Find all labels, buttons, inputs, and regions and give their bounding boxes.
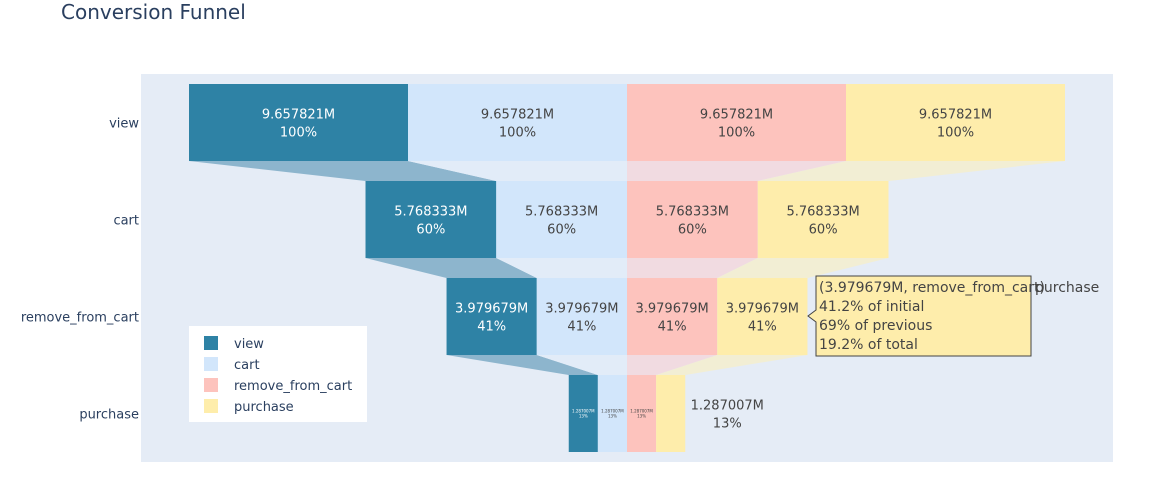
label-value-remove_from_cart-cart: 5.768333M xyxy=(656,205,729,220)
label-percent-purchase-cart: 60% xyxy=(809,223,838,238)
label-value-purchase-remove_from_cart: 3.979679M xyxy=(726,302,799,317)
bar-cart-remove_from_cart[interactable] xyxy=(536,278,627,355)
bar-purchase-purchase[interactable] xyxy=(656,375,686,452)
legend: view cart remove_from_cart purchase xyxy=(189,326,367,422)
bar-view-cart[interactable] xyxy=(365,181,497,258)
connector-remove_from_cart-cart-to-remove_from_cart xyxy=(627,258,758,278)
label-percent-view-purchase: 13% xyxy=(579,414,588,419)
connector-cart-cart-to-remove_from_cart xyxy=(496,258,627,278)
label-percent-remove_from_cart-purchase: 13% xyxy=(637,414,646,419)
label-percent-remove_from_cart-cart: 60% xyxy=(678,223,707,238)
bar-view-view[interactable] xyxy=(189,84,408,161)
label-percent-view-view: 100% xyxy=(280,126,317,141)
y-axis-ticks: view cart remove_from_cart purchase xyxy=(21,117,140,423)
connector-purchase-view-to-cart xyxy=(757,161,1065,181)
bar-purchase-cart[interactable] xyxy=(757,181,889,258)
label-percent-cart-remove_from_cart: 41% xyxy=(567,320,596,335)
label-percent-cart-cart: 60% xyxy=(547,223,576,238)
label-value-remove_from_cart-view: 9.657821M xyxy=(700,108,773,123)
bar-remove_from_cart-cart[interactable] xyxy=(627,181,758,258)
legend-label-remove_from_cart[interactable]: remove_from_cart xyxy=(234,379,352,394)
label-percent-cart-purchase: 13% xyxy=(608,414,617,419)
label-percent-remove_from_cart-remove_from_cart: 41% xyxy=(658,320,687,335)
legend-label-view[interactable]: view xyxy=(234,337,264,352)
label-percent-purchase-view: 100% xyxy=(937,126,974,141)
bar-purchase-remove_from_cart[interactable] xyxy=(717,278,808,355)
y-tick-cart: cart xyxy=(113,214,139,229)
bar-view-remove_from_cart[interactable] xyxy=(446,278,537,355)
label-percent-view-remove_from_cart: 41% xyxy=(477,320,506,335)
hover-tooltip: (3.979679M, remove_from_cart) purchase 4… xyxy=(807,275,1099,357)
bar-view-purchase[interactable] xyxy=(568,375,598,452)
label-value-view-view: 9.657821M xyxy=(262,108,335,123)
connector-remove_from_cart-remove_from_cart-to-purchase xyxy=(627,355,718,375)
label-value-cart-cart: 5.768333M xyxy=(525,205,598,220)
bar-remove_from_cart-remove_from_cart[interactable] xyxy=(627,278,718,355)
label-value-purchase-view: 9.657821M xyxy=(919,108,992,123)
label-value-purchase-purchase: 1.287007M xyxy=(691,399,764,414)
bar-remove_from_cart-purchase[interactable] xyxy=(627,375,657,452)
label-percent-purchase-remove_from_cart: 41% xyxy=(748,320,777,335)
legend-swatch-view[interactable] xyxy=(204,336,218,350)
connector-view-view-to-cart xyxy=(189,161,497,181)
legend-box xyxy=(189,326,367,422)
chart-title: Conversion Funnel xyxy=(61,0,246,24)
bar-cart-purchase[interactable] xyxy=(597,375,627,452)
label-value-view-cart: 5.768333M xyxy=(394,205,467,220)
label-value-remove_from_cart-purchase: 1.287007M xyxy=(630,409,653,414)
connector-purchase-remove_from_cart-to-purchase xyxy=(656,355,808,375)
connector-view-cart-to-remove_from_cart xyxy=(365,258,537,278)
bar-cart-view[interactable] xyxy=(408,84,627,161)
tooltip-line-1: (3.979679M, remove_from_cart) xyxy=(819,280,1045,296)
label-value-purchase-cart: 5.768333M xyxy=(786,205,859,220)
connector-cart-view-to-cart xyxy=(408,161,627,181)
legend-label-cart[interactable]: cart xyxy=(234,358,260,373)
legend-swatch-cart[interactable] xyxy=(204,357,218,371)
bar-remove_from_cart-view[interactable] xyxy=(627,84,846,161)
funnel-connectors xyxy=(189,161,1065,375)
label-value-cart-remove_from_cart: 3.979679M xyxy=(545,302,618,317)
y-tick-view: view xyxy=(109,117,139,132)
tooltip-line-2: 41.2% of initial xyxy=(819,299,924,315)
label-value-view-purchase: 1.287007M xyxy=(572,409,595,414)
y-tick-purchase: purchase xyxy=(79,408,139,423)
y-tick-remove_from_cart: remove_from_cart xyxy=(21,311,139,326)
label-percent-view-cart: 60% xyxy=(416,223,445,238)
connector-purchase-cart-to-remove_from_cart xyxy=(717,258,889,278)
tooltip-line-3: 69% of previous xyxy=(819,318,932,334)
legend-label-purchase[interactable]: purchase xyxy=(234,400,294,415)
label-percent-cart-view: 100% xyxy=(499,126,536,141)
tooltip-box xyxy=(807,275,1032,357)
tooltip-line-4: 19.2% of total xyxy=(819,337,918,353)
legend-swatch-remove_from_cart[interactable] xyxy=(204,378,218,392)
label-value-cart-view: 9.657821M xyxy=(481,108,554,123)
bar-cart-cart[interactable] xyxy=(496,181,627,258)
label-value-cart-purchase: 1.287007M xyxy=(601,409,624,414)
label-value-remove_from_cart-remove_from_cart: 3.979679M xyxy=(635,302,708,317)
label-percent-purchase-purchase: 13% xyxy=(713,417,742,432)
legend-swatch-purchase[interactable] xyxy=(204,399,218,413)
connector-remove_from_cart-view-to-cart xyxy=(627,161,846,181)
label-value-view-remove_from_cart: 3.979679M xyxy=(455,302,528,317)
label-percent-remove_from_cart-view: 100% xyxy=(718,126,755,141)
bar-purchase-view[interactable] xyxy=(846,84,1065,161)
connector-view-remove_from_cart-to-purchase xyxy=(446,355,598,375)
funnel-bars: 9.657821M 100% 9.657821M 100% 9.657821M 100% 9… xyxy=(189,84,1065,452)
connector-cart-remove_from_cart-to-purchase xyxy=(536,355,627,375)
tooltip-series-name: purchase xyxy=(1035,280,1099,296)
